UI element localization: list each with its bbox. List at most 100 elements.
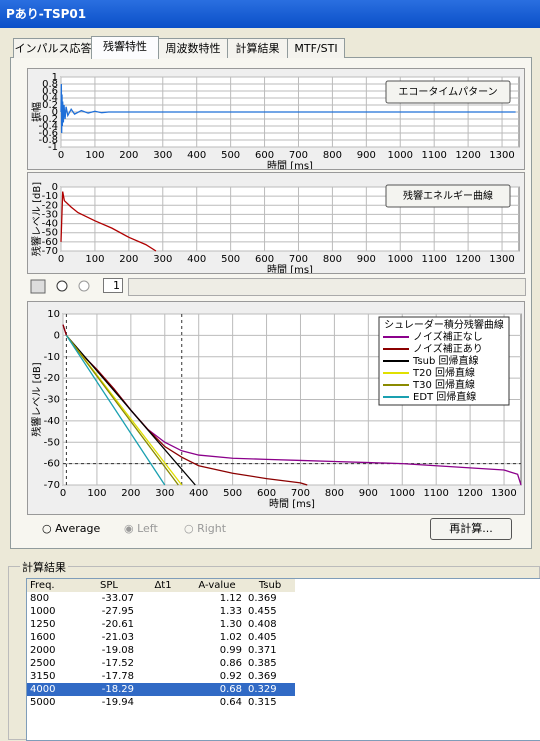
result-row[interactable]: 1250 -20.61 1.30 0.408 <box>27 618 295 631</box>
cell: Δt1 <box>154 580 172 591</box>
y-tick-label: -60 <box>44 459 60 470</box>
echo-chart: 10.80.60.40.20-0.2-0.4-0.6-0.8-10 100 200 3… <box>27 68 525 170</box>
zoom-in-icon[interactable] <box>56 280 68 292</box>
data-line <box>60 83 516 134</box>
x-tick-label: 200 <box>119 150 138 161</box>
scrollbar[interactable] <box>128 278 526 296</box>
y-tick-label: 0 <box>54 330 60 341</box>
cell: 0.64 <box>219 697 242 708</box>
result-row[interactable]: 2500 -17.52 0.86 0.385 <box>27 657 295 670</box>
cell <box>137 605 189 618</box>
y-tick-label: -0.4 <box>38 121 58 132</box>
page-field[interactable]: 1 <box>103 278 123 293</box>
data-line <box>65 334 179 486</box>
x-tick-label: 700 <box>289 150 308 161</box>
recalc-button[interactable]: 再計算... <box>430 518 512 540</box>
result-row[interactable]: 800 -33.07 1.12 0.369 <box>27 592 295 605</box>
cell: 0.92 <box>219 671 242 682</box>
y-tick-label: -20 <box>44 373 60 384</box>
x-tick-label: 1200 <box>457 488 482 499</box>
toolbar: 1 <box>28 277 526 296</box>
y-axis-label: 残響レベル [dB] <box>30 182 43 256</box>
x-tick-label: 700 <box>291 488 310 499</box>
y-tick-label: 0.8 <box>42 79 58 90</box>
radio-label: Right <box>197 522 227 535</box>
legend-title: シュレーダー積分残響曲線 <box>384 318 504 331</box>
result-row[interactable]: 2000 -19.08 0.99 0.371 <box>27 644 295 657</box>
y-tick-label: -30 <box>44 395 60 406</box>
x-tick-label: 900 <box>359 488 378 499</box>
x-tick-label: 1000 <box>388 150 413 161</box>
x-tick-label: 400 <box>187 150 206 161</box>
x-tick-label: 300 <box>155 488 174 499</box>
x-tick-label: 400 <box>187 254 206 265</box>
x-tick-label: 100 <box>85 254 104 265</box>
result-row[interactable]: 1000 -27.95 1.33 0.455 <box>27 605 295 618</box>
x-tick-label: 900 <box>357 254 376 265</box>
y-tick-label: -30 <box>42 209 58 220</box>
cell: Tsub <box>258 580 282 591</box>
cell: 0.408 <box>248 619 277 630</box>
tab[interactable]: 周波数特性 <box>158 38 228 58</box>
cell: -20.61 <box>101 619 134 630</box>
x-tick-label: 900 <box>357 150 376 161</box>
radio[interactable]: ○ Right <box>184 522 227 535</box>
cell: 0.385 <box>248 658 277 669</box>
x-tick-label: 1100 <box>421 150 446 161</box>
x-tick-label: 800 <box>325 488 344 499</box>
cell: 1000 <box>30 606 56 617</box>
result-row[interactable]: 5000 -19.94 0.64 0.315 <box>27 696 295 709</box>
y-tick-label: -20 <box>42 200 58 211</box>
legend-label: T30 回帰直線 <box>412 378 475 391</box>
y-tick-label: 0.6 <box>42 86 58 97</box>
radio[interactable]: ◉ Left <box>124 522 158 535</box>
cell: 3150 <box>30 671 56 682</box>
cell: -27.95 <box>101 606 134 617</box>
zoom-out-icon[interactable] <box>78 280 90 292</box>
y-tick-label: 0.2 <box>42 100 58 111</box>
x-tick-label: 0 <box>60 488 66 499</box>
group-title: 計算結果 <box>20 559 68 575</box>
y-tick-label: -70 <box>42 246 58 257</box>
view-button <box>385 184 511 208</box>
cell: 0.369 <box>248 671 277 682</box>
result-row[interactable]: 4000 -18.29 0.68 0.329 <box>27 683 295 696</box>
result-row[interactable]: 1600 -21.03 1.02 0.405 <box>27 631 295 644</box>
x-tick-label: 600 <box>255 254 274 265</box>
x-tick-label: 1300 <box>489 254 514 265</box>
cell: -33.07 <box>101 593 134 604</box>
result-row[interactable]: 3150 -17.78 0.92 0.369 <box>27 670 295 683</box>
tab[interactable]: インパルス応答 <box>13 38 93 58</box>
cell: 0.455 <box>248 606 277 617</box>
cell: 2000 <box>30 645 56 656</box>
radio-label: Left <box>137 522 158 535</box>
y-tick-label: -0.6 <box>38 128 58 139</box>
y-tick-label: -10 <box>44 352 60 363</box>
radio-label: Average <box>55 522 101 535</box>
fit-icon[interactable] <box>30 279 46 294</box>
tab[interactable]: 残響特性 <box>91 36 159 59</box>
radio[interactable]: ○ Average <box>42 522 101 535</box>
y-tick-label: -0.8 <box>38 135 58 146</box>
x-tick-label: 1000 <box>388 254 413 265</box>
tab[interactable]: MTF/STI <box>287 38 345 58</box>
x-tick-label: 1100 <box>421 254 446 265</box>
cell: A-value <box>198 580 236 591</box>
y-tick-label: 0.4 <box>42 93 58 104</box>
cell <box>137 618 189 631</box>
view-button <box>385 80 511 104</box>
tab[interactable]: 計算結果 <box>227 38 288 58</box>
cell: 0.68 <box>219 684 242 695</box>
x-tick-label: 400 <box>189 488 208 499</box>
x-tick-label: 800 <box>323 150 342 161</box>
legend-label: ノイズ補正あり <box>413 342 483 355</box>
x-tick-label: 100 <box>87 488 106 499</box>
legend-label: Tsub 回帰直線 <box>412 354 479 367</box>
cell: 1600 <box>30 632 56 643</box>
x-tick-label: 300 <box>153 254 172 265</box>
cell: 4000 <box>30 684 56 695</box>
x-tick-label: 1100 <box>423 488 448 499</box>
y-tick-label: -50 <box>42 228 58 239</box>
cell: 0.405 <box>248 632 277 643</box>
data-line <box>65 335 166 486</box>
